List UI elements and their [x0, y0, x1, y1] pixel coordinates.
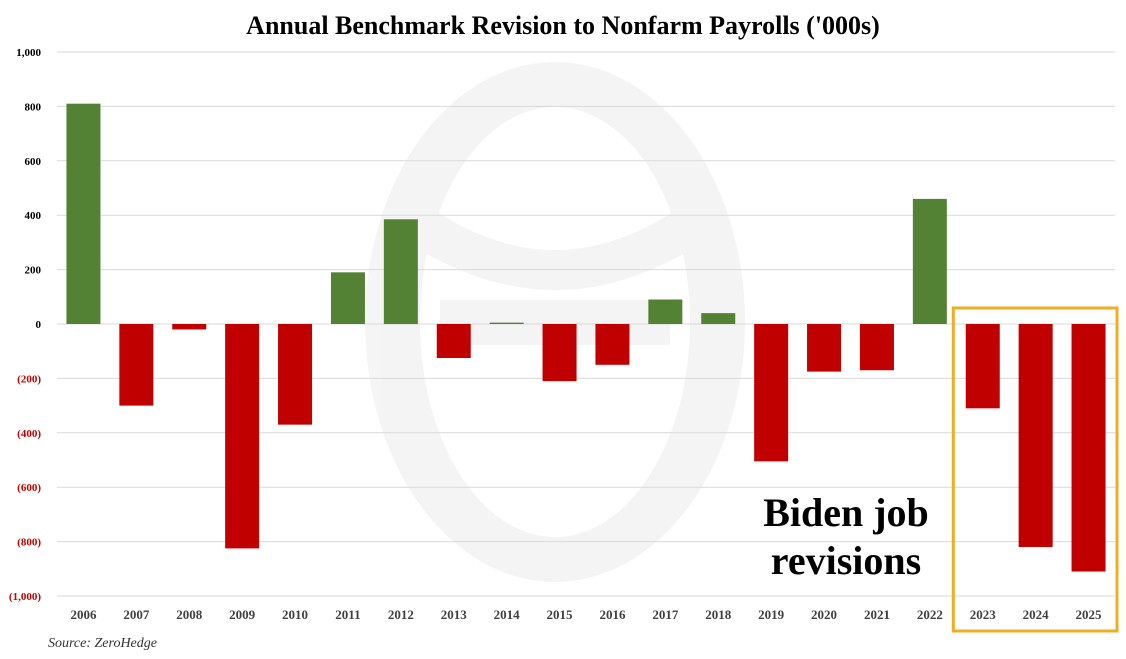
bar-2007 [119, 324, 154, 406]
bar-2017 [648, 299, 683, 324]
x-tick-label: 2019 [758, 607, 785, 622]
x-tick-label: 2017 [652, 607, 679, 622]
bars [66, 103, 1106, 572]
y-tick-label: 200 [25, 265, 42, 277]
x-axis-ticks: 2006 2007 2008 2009 2010 2011 2012 2013 2014 2015… [70, 607, 1102, 622]
bar-2022 [912, 198, 947, 324]
bar-2019 [754, 324, 789, 462]
bar-2013 [436, 324, 471, 358]
x-tick-label: 2011 [335, 607, 360, 622]
y-tick-label: 0 [36, 319, 42, 331]
bar-2015 [542, 324, 577, 382]
bar-2006 [66, 103, 101, 325]
bar-2024 [1018, 324, 1053, 548]
bar-2008 [172, 324, 207, 330]
x-tick-label: 2007 [123, 607, 150, 622]
chart-title: Annual Benchmark Revision to Nonfarm Pay… [246, 11, 880, 40]
y-tick-label: (600) [17, 482, 41, 494]
x-tick-label: 2012 [388, 607, 414, 622]
x-tick-label: 2009 [229, 607, 256, 622]
y-tick-label: (1,000) [9, 591, 41, 603]
bar-2010 [278, 324, 313, 425]
y-tick-label: (800) [17, 537, 41, 549]
x-tick-label: 2024 [1023, 607, 1050, 622]
bar-2025 [1071, 324, 1106, 572]
highlight-box [951, 306, 1119, 633]
x-tick-label: 2015 [547, 607, 574, 622]
bar-2016 [595, 324, 630, 365]
x-tick-label: 2013 [441, 607, 468, 622]
x-tick-label: 2020 [811, 607, 837, 622]
y-tick-label: 1,000 [16, 47, 41, 59]
bar-2012 [383, 219, 418, 324]
x-tick-label: 2025 [1076, 607, 1103, 622]
bar-2021 [859, 324, 894, 371]
x-tick-label: 2016 [599, 607, 626, 622]
annotation-line-1: Biden job [763, 490, 929, 535]
annotation-line-2: revisions [771, 538, 921, 583]
source-note: Source: ZeroHedge [48, 636, 157, 651]
bar-2011 [330, 272, 365, 324]
bar-2023 [965, 324, 1000, 409]
x-tick-label: 2008 [176, 607, 203, 622]
y-tick-label: (200) [17, 373, 41, 385]
x-tick-label: 2018 [705, 607, 732, 622]
bar-2009 [225, 324, 260, 549]
bar-2018 [701, 313, 736, 324]
x-tick-label: 2021 [864, 607, 890, 622]
y-axis-ticks: 1,000 800 600 400 200 0 (200) (400) (600) (800) (1… [9, 47, 42, 603]
y-tick-label: 400 [25, 210, 42, 222]
x-tick-label: 2006 [70, 607, 97, 622]
x-tick-label: 2014 [494, 607, 521, 622]
x-tick-label: 2022 [917, 607, 943, 622]
bar-2014 [489, 322, 524, 324]
x-tick-label: 2010 [282, 607, 308, 622]
watermark-logo [365, 62, 745, 582]
y-tick-label: (400) [17, 428, 41, 440]
y-tick-label: 800 [25, 101, 42, 113]
x-tick-label: 2023 [970, 607, 997, 622]
y-tick-label: 600 [25, 156, 42, 168]
bar-2020 [807, 324, 842, 372]
